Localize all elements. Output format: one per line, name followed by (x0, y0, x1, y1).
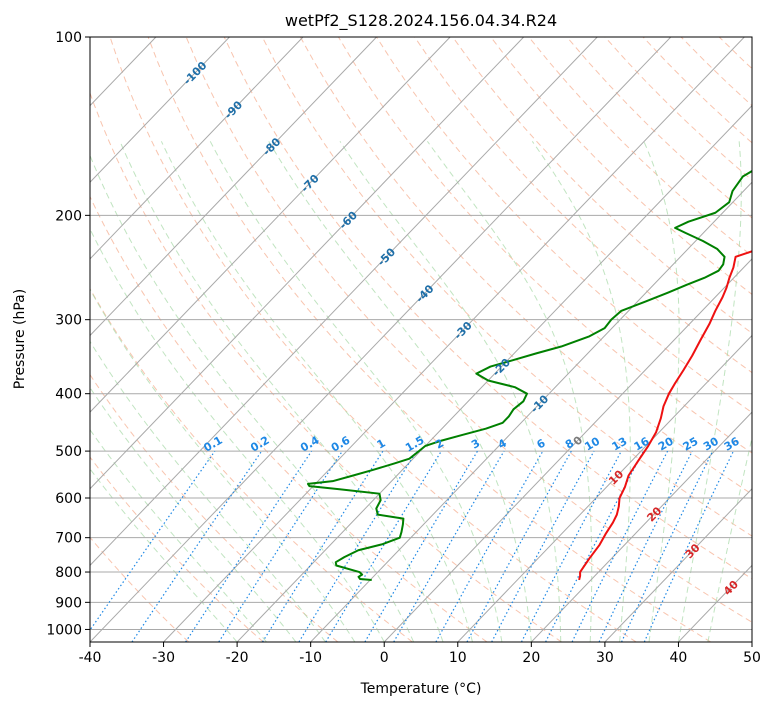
isotherm (90, 37, 598, 567)
plot-area (90, 37, 752, 642)
y-tick-label: 900 (55, 595, 82, 611)
x-tick-label: 20 (522, 650, 540, 666)
x-tick-label: 0 (380, 650, 389, 666)
isotherm (90, 37, 451, 413)
isotherm (90, 37, 672, 642)
isotherm (530, 411, 752, 642)
plot-frame (89, 36, 753, 643)
y-axis: 100 200 300 400 500 600 700 800 900 1000 (46, 30, 90, 638)
mixing-ratio-line (262, 450, 384, 642)
y-tick-label: 400 (55, 387, 82, 403)
plot-background (90, 37, 752, 642)
temperature-line (578, 250, 752, 581)
x-axis-label: Temperature (°C) (360, 681, 482, 697)
y-tick-label: 700 (55, 531, 82, 547)
isotherm (236, 104, 752, 642)
isotherm (90, 37, 525, 490)
x-tick-label: 30 (596, 650, 614, 666)
y-tick-label: 800 (55, 565, 82, 581)
y-axis-label: Pressure (hPa) (12, 289, 28, 389)
dry-adiabat (452, 37, 752, 334)
x-tick-label: 50 (743, 650, 761, 666)
mixing-ratio-line (325, 450, 442, 642)
mixing-ratio-lines (90, 450, 735, 642)
mixing-ratio-line (435, 450, 544, 642)
x-tick-label: 40 (670, 650, 688, 666)
isotherm (604, 488, 752, 642)
x-tick-label: -10 (299, 650, 322, 666)
x-tick-label: 10 (449, 650, 467, 666)
x-tick-label: -30 (152, 650, 175, 666)
y-tick-label: 1000 (46, 622, 82, 638)
x-tick-label: -20 (226, 650, 249, 666)
mixing-ratio-line (131, 450, 263, 642)
y-tick-label: 100 (55, 30, 82, 46)
isotherm (163, 37, 745, 642)
profile-series (306, 169, 752, 581)
dry-adiabat (147, 37, 712, 642)
mixing-ratio-line (185, 450, 313, 642)
dewpoint-line (306, 169, 752, 581)
isotherm (310, 181, 752, 642)
isotherm (383, 258, 752, 642)
isotherm (457, 334, 752, 642)
pressure-gridlines (90, 37, 752, 630)
dry-adiabat (90, 91, 562, 642)
dry-adiabat (414, 37, 752, 374)
dry-adiabat (185, 37, 752, 623)
y-tick-label: 200 (55, 208, 82, 224)
y-tick-label: 600 (55, 491, 82, 507)
isotherm (90, 37, 377, 337)
mixing-ratio-line (218, 450, 343, 642)
mixing-ratio-line (466, 450, 572, 642)
mixing-ratio-line (298, 450, 418, 642)
mixing-ratio-line (90, 450, 216, 632)
dry-adiabat (109, 37, 637, 642)
y-tick-label: 500 (55, 444, 82, 460)
isotherm (90, 37, 304, 260)
mixing-ratio-line (491, 450, 595, 642)
dry-adiabat (90, 195, 488, 642)
x-tick-label: -40 (79, 650, 102, 666)
mixing-ratio-line (571, 450, 669, 642)
dry-adiabat (490, 37, 752, 295)
x-axis: -40 -30 -20 -10 0 10 20 30 40 50 (79, 642, 761, 666)
isotherms (90, 37, 752, 642)
dry-adiabat (90, 456, 264, 642)
chart-title: wetPf2_S128.2024.156.04.34.R24 (285, 11, 557, 31)
isotherm (90, 37, 230, 183)
y-tick-label: 300 (55, 313, 82, 329)
